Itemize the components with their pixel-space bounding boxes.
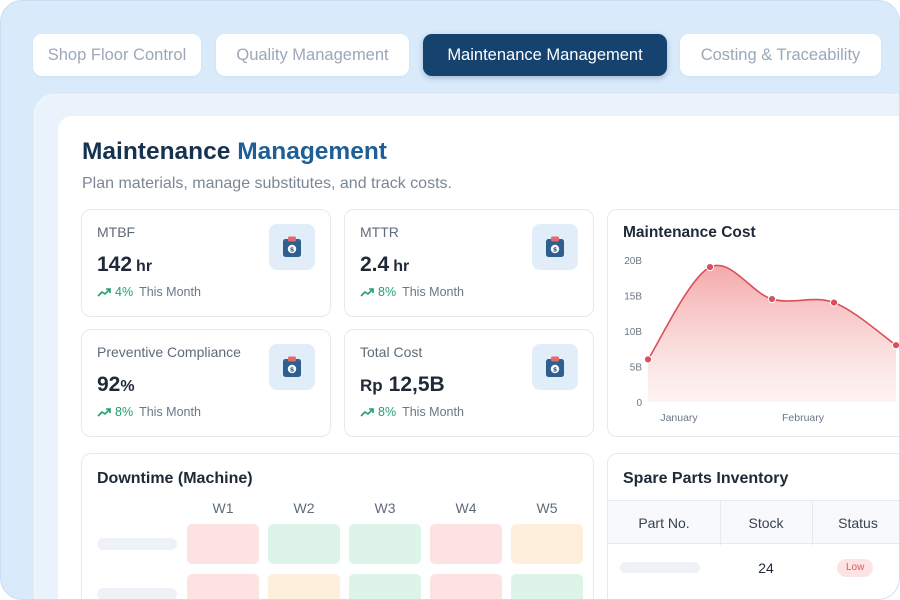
column-header-stock[interactable]: Stock [748,515,784,531]
cost-data-point [643,355,653,364]
kpi-trend: 8% This Month [360,405,464,419]
downtime-cell[interactable] [511,524,583,564]
spare-parts-card: Spare Parts Inventory Part No. Stock Sta… [607,453,899,599]
kpi-label: MTBF [97,224,136,240]
kpi-value: Rp 12,5B [360,373,445,396]
kpi-card-mttr[interactable]: MTTR 2.4 hr 8% This Month $ [344,209,594,317]
machine-name-placeholder [97,588,177,599]
tab-quality-management[interactable]: Quality Management [216,34,409,76]
kpi-card-total-cost[interactable]: Total Cost Rp 12,5B 8% This Month $ [344,329,594,437]
week-label-w3: W3 [374,500,396,516]
svg-text:$: $ [553,246,558,254]
cost-data-point [767,294,777,304]
tab-shop-floor-control[interactable]: Shop Floor Control [33,34,201,76]
stock-cell: 24 [758,560,774,576]
cost-data-point [891,341,899,350]
downtime-cell[interactable] [268,574,340,599]
week-label-w4: W4 [455,500,477,516]
machine-name-placeholder [97,538,177,550]
chart-title: Maintenance Cost [623,224,756,241]
kpi-label: MTTR [360,224,399,240]
downtime-title: Downtime (Machine) [97,470,253,487]
kpi-label: Total Cost [360,344,423,360]
x-tick-label: January [660,412,698,424]
kpi-trend: 4% This Month [97,285,201,299]
downtime-cell[interactable] [268,524,340,564]
clipboard-dollar-icon: $ [269,344,315,390]
kpi-trend: 8% This Month [360,285,464,299]
inventory-title: Spare Parts Inventory [623,470,789,487]
trend-up-icon [360,408,374,417]
clipboard-dollar-icon: $ [532,224,578,270]
kpi-card-preventive-compliance[interactable]: Preventive Compliance 92% 8% This Month $ [81,329,331,437]
trend-up-icon [97,408,111,417]
maintenance-cost-chart: 05B10B15B20BJanuaryFebruaryMarch [624,256,899,424]
y-tick-label: 10B [624,327,642,338]
kpi-card-mtbf[interactable]: MTBF 142 hr 4% This Month $ [81,209,331,317]
downtime-cell[interactable] [349,574,421,599]
svg-text:$: $ [290,246,295,254]
column-header-part-no[interactable]: Part No. [638,515,690,531]
x-tick-label: February [782,412,825,424]
maintenance-cost-chart-card: Maintenance Cost 0 5B 10B 15B 20B January Febr… [607,209,899,437]
y-tick-label: 15B [624,292,642,303]
svg-text:$: $ [290,366,295,374]
trend-up-icon [97,288,111,297]
week-label-w5: W5 [536,500,558,516]
page-subtitle: Plan materials, manage substitutes, and … [82,175,452,192]
tab-costing-traceability[interactable]: Costing & Traceability [680,34,881,76]
trend-up-icon [360,288,374,297]
downtime-cell[interactable] [430,524,502,564]
inventory-table-header: Part No. Stock Status [608,500,899,545]
kpi-value: 142 hr [97,253,153,276]
tab-maintenance-management[interactable]: Maintenance Management [423,34,667,76]
clipboard-dollar-icon: $ [532,344,578,390]
week-label-w1: W1 [212,500,234,516]
kpi-value: 2.4 hr [360,253,410,276]
downtime-cell[interactable] [511,574,583,599]
y-tick-label: 0 [636,398,642,409]
column-divider [812,501,813,545]
clipboard-dollar-icon: $ [269,224,315,270]
status-badge: Low [837,559,874,577]
kpi-value: 92% [97,373,135,396]
kpi-label: Preventive Compliance [97,344,241,360]
week-label-w2: W2 [293,500,315,516]
downtime-cell[interactable] [349,524,421,564]
cost-data-point [705,263,715,272]
cost-area-fill [648,265,896,402]
page-title: Maintenance Management [82,138,387,165]
cost-data-point [829,298,839,307]
downtime-cell[interactable] [187,574,259,599]
downtime-cell[interactable] [430,574,502,599]
svg-text:$: $ [553,366,558,374]
downtime-card: Downtime (Machine) W1 W2 W3 W4 W5 [81,453,594,599]
part-no-placeholder [620,562,700,573]
y-tick-label: 5B [630,363,643,374]
column-header-status[interactable]: Status [838,515,878,531]
column-divider [720,501,721,545]
y-tick-label: 20B [624,256,642,267]
downtime-cell[interactable] [187,524,259,564]
kpi-trend: 8% This Month [97,405,201,419]
